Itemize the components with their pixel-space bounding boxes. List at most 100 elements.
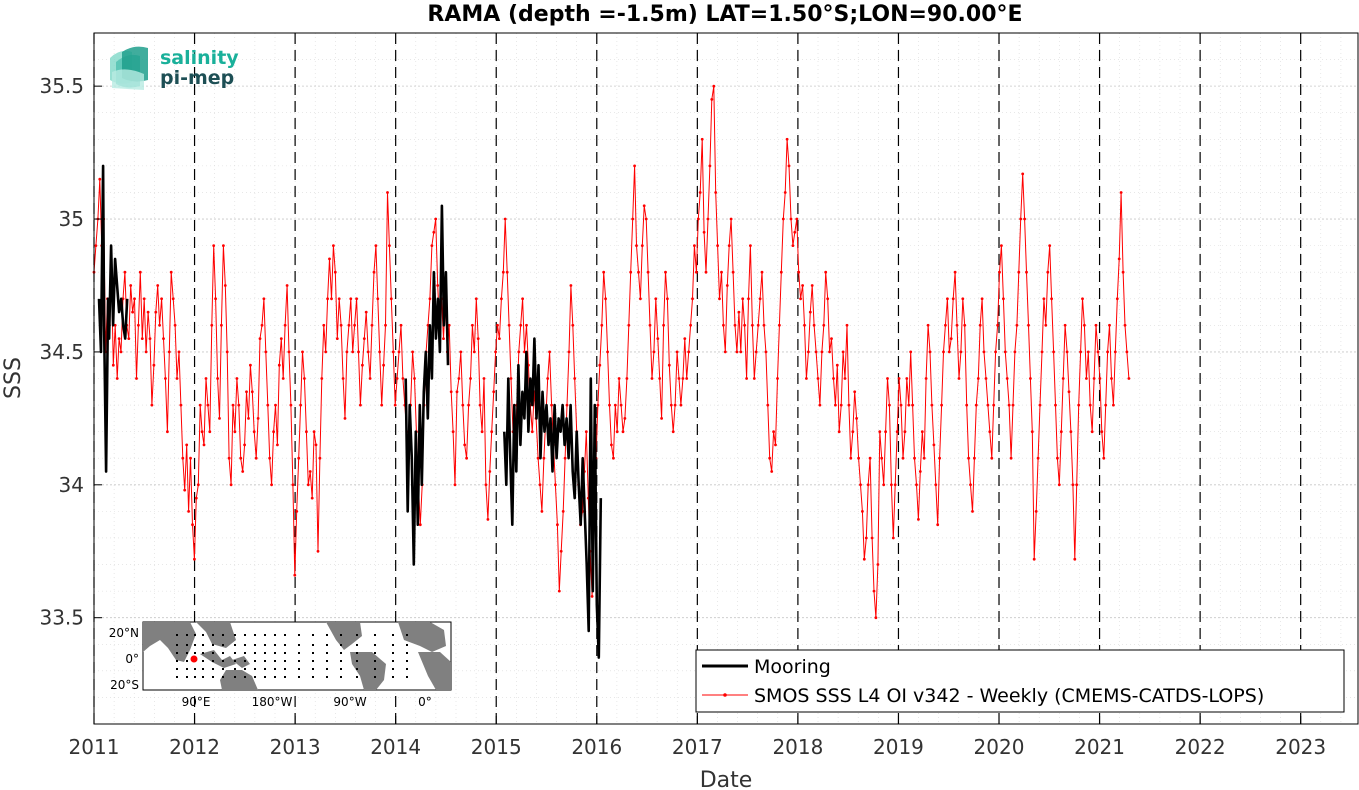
smos-point	[349, 297, 353, 301]
mooring-series	[97, 164, 603, 659]
smos-point	[137, 323, 140, 327]
smos-point	[1000, 244, 1003, 248]
smos-point	[1077, 403, 1081, 407]
smos-point	[1102, 456, 1106, 460]
smos-point	[266, 403, 270, 407]
inset-mooring-dot	[340, 676, 342, 678]
smos-point	[774, 443, 777, 447]
smos-point	[816, 377, 820, 380]
smos-point	[648, 323, 652, 327]
smos-point	[974, 403, 978, 407]
x-tick-label: 2019	[873, 735, 924, 759]
smos-point	[695, 270, 698, 274]
smos-point	[731, 270, 735, 274]
smos-point	[494, 350, 497, 354]
inset-mooring-dot	[264, 644, 266, 646]
inset-mooring-dot	[312, 634, 314, 636]
smos-point	[1056, 456, 1059, 460]
smos-point	[805, 377, 808, 380]
smos-point	[729, 217, 733, 221]
smos-point	[978, 323, 982, 327]
smos-point	[1067, 390, 1071, 394]
inset-mooring-dot	[194, 652, 196, 654]
smos-point	[953, 270, 957, 274]
x-tick-label: 2015	[471, 735, 522, 759]
inset-mooring-dot	[392, 676, 394, 678]
smos-point	[901, 456, 905, 460]
inset-mooring-dot	[326, 634, 328, 636]
smos-point	[708, 164, 712, 168]
smos-point	[442, 337, 445, 340]
x-tick-label: 2020	[974, 735, 1025, 759]
smos-point	[696, 217, 700, 221]
inset-mooring-dot	[176, 660, 178, 662]
inset-mooring-dot	[406, 652, 408, 654]
smos-point	[540, 510, 544, 513]
smos-point	[503, 217, 507, 221]
smos-point	[837, 430, 841, 434]
smos-point	[111, 363, 115, 367]
smos-point	[113, 323, 117, 327]
smos-point	[963, 323, 967, 327]
smos-point	[1071, 483, 1075, 487]
smos-point	[530, 430, 534, 434]
smos-point	[600, 323, 604, 327]
smos-point	[584, 430, 588, 434]
inset-mooring-dot	[298, 676, 300, 678]
smos-point	[1092, 377, 1096, 380]
smos-point	[959, 350, 963, 354]
smos-point	[754, 350, 758, 354]
smos-point	[884, 430, 887, 434]
smos-point	[669, 403, 673, 407]
smos-point	[277, 363, 281, 367]
smos-point	[810, 284, 814, 287]
smos-point	[1063, 323, 1067, 327]
smos-point	[326, 297, 329, 301]
smos-point	[756, 323, 760, 327]
inset-mooring-dot	[176, 676, 178, 678]
x-tick-label: 2017	[672, 735, 723, 759]
smos-point	[785, 137, 789, 141]
smos-point	[915, 483, 918, 487]
smos-point	[946, 297, 949, 301]
inset-mooring-dot	[356, 652, 358, 654]
smos-point	[418, 523, 422, 527]
smos-point	[604, 297, 607, 301]
smos-point	[947, 350, 951, 354]
smos-point	[353, 323, 356, 327]
smos-point	[193, 557, 196, 561]
inset-mooring-dot	[312, 668, 314, 670]
smos-point	[652, 350, 656, 354]
smos-point	[627, 323, 631, 327]
inset-mooring-dot	[254, 652, 256, 654]
inset-mooring-dot	[274, 668, 276, 670]
smos-point	[917, 518, 920, 521]
smos-point	[94, 244, 98, 248]
smos-point	[890, 483, 893, 487]
smos-point	[673, 403, 677, 407]
smos-point	[988, 430, 992, 434]
smos-point	[521, 297, 524, 301]
inset-mooring-dot	[392, 668, 394, 670]
smos-point	[791, 244, 795, 248]
smos-point	[700, 137, 704, 141]
smos-point	[305, 430, 308, 434]
smos-point	[299, 403, 302, 407]
inset-land	[143, 622, 451, 690]
smos-point	[245, 390, 248, 394]
smos-point	[787, 164, 791, 168]
smos-point	[808, 310, 812, 314]
smos-point	[629, 270, 633, 274]
smos-point	[1027, 323, 1030, 327]
logo-text-pi-mep: pi-mep	[160, 67, 234, 89]
smos-point	[980, 297, 984, 301]
smos-point	[1090, 430, 1094, 434]
smos-point	[376, 297, 380, 301]
inset-mooring-dot	[326, 652, 328, 654]
smos-point	[152, 363, 156, 367]
inset-mooring-dot	[274, 644, 276, 646]
smos-point	[770, 470, 774, 473]
smos-point	[990, 456, 994, 460]
inset-mooring-dot	[356, 644, 358, 646]
smos-point	[324, 350, 328, 354]
